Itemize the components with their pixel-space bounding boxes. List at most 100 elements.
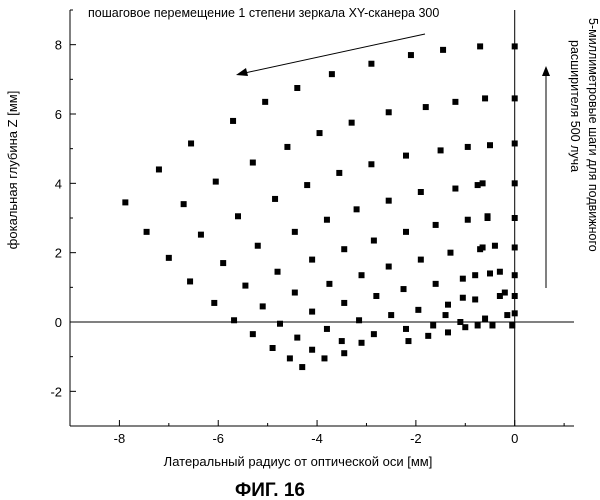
data-point (482, 315, 489, 322)
x-axis-title: Латеральный радиус от оптической оси [мм… (164, 454, 433, 469)
data-point (249, 331, 256, 338)
data-point (323, 216, 330, 223)
x-tick-label: -2 (410, 431, 422, 446)
data-point (385, 109, 392, 116)
data-point (368, 161, 375, 168)
data-point (323, 325, 330, 332)
y-tick-label: 0 (55, 315, 62, 330)
data-point (368, 60, 375, 67)
data-point (400, 286, 407, 293)
data-point (309, 256, 316, 263)
data-point (462, 324, 469, 331)
axis-ticks: -8 -6 -4 -2 0 -2 0 2 4 6 8 (50, 9, 565, 446)
data-point (341, 246, 348, 253)
data-point (122, 199, 129, 206)
data-point (479, 180, 486, 187)
data-point (417, 189, 424, 195)
data-point (370, 331, 377, 338)
data-point (187, 278, 194, 285)
data-point (472, 296, 479, 303)
figure-caption: ФИГ. 16 (235, 480, 305, 500)
data-point (373, 293, 380, 299)
data-point (511, 43, 518, 50)
data-point (422, 104, 429, 111)
data-point (291, 289, 298, 296)
data-point (405, 338, 412, 345)
data-point (230, 117, 237, 124)
x-tick-label: -6 (212, 431, 224, 446)
data-point (304, 182, 311, 189)
data-point (511, 310, 518, 317)
data-point (487, 270, 493, 277)
top-arrow-line (239, 33, 426, 75)
data-point (269, 345, 276, 351)
data-point (479, 244, 486, 251)
data-point (370, 237, 377, 244)
data-point (235, 213, 241, 220)
data-point (165, 254, 172, 261)
right-annotation-line-2: расширителя 500 луча (568, 40, 582, 172)
y-tick-label: 2 (55, 246, 62, 261)
data-point (432, 221, 439, 228)
data-point (259, 303, 266, 310)
data-point (294, 334, 301, 341)
x-tick-label: -8 (114, 431, 126, 446)
data-point (197, 231, 204, 238)
data-point (294, 85, 301, 91)
data-point (242, 282, 249, 289)
data-point (309, 346, 316, 353)
data-point (403, 152, 409, 159)
data-point (336, 169, 343, 176)
data-point (277, 320, 283, 327)
data-point (262, 98, 269, 105)
data-point (212, 178, 219, 185)
data-point (254, 242, 261, 249)
top-arrow-head-icon (236, 68, 248, 76)
data-point (445, 301, 451, 308)
data-point (464, 143, 471, 150)
data-point (437, 147, 444, 154)
data-points (122, 43, 518, 371)
data-point (353, 206, 360, 213)
data-point (407, 52, 414, 59)
data-point (452, 185, 459, 192)
data-point (491, 242, 498, 249)
data-point (511, 95, 518, 102)
data-point (474, 182, 481, 189)
data-point (496, 268, 503, 275)
data-point (309, 308, 316, 315)
data-point (403, 325, 409, 332)
data-point (358, 272, 365, 279)
data-point (511, 244, 518, 251)
y-tick-label: 4 (55, 176, 62, 191)
data-point (477, 43, 484, 50)
right-annotation-line-1: 5-миллиметровые шаги для подвижного (586, 18, 600, 252)
x-tick-label: -4 (311, 431, 323, 446)
data-point (452, 98, 459, 105)
data-point (430, 322, 437, 329)
data-point (143, 228, 150, 235)
x-tick-label: 0 (511, 431, 518, 446)
data-point (316, 130, 323, 137)
data-point (211, 299, 218, 306)
data-point (415, 306, 422, 313)
top-annotation: пошаговое перемещение 1 степени зеркала … (88, 6, 439, 20)
data-point (231, 317, 238, 324)
data-point (286, 355, 293, 362)
data-point (459, 294, 466, 301)
data-point (417, 256, 424, 263)
right-arrow-head-icon (542, 66, 550, 76)
data-point (220, 260, 227, 267)
data-point (457, 319, 464, 325)
data-point (501, 289, 508, 296)
data-point (511, 180, 518, 187)
data-point (348, 119, 355, 126)
data-point (482, 95, 489, 102)
data-point (155, 166, 162, 173)
data-point (385, 197, 392, 204)
data-point (274, 268, 281, 275)
y-tick-label: -2 (50, 384, 62, 399)
data-point (328, 71, 335, 78)
data-point (484, 215, 491, 221)
